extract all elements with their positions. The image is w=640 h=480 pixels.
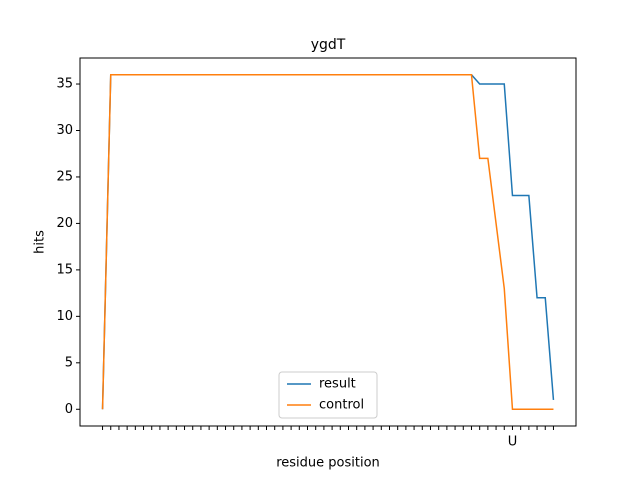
y-tick-label: 0 [65, 402, 73, 417]
y-tick-label: 15 [56, 262, 73, 277]
legend-label: result [319, 377, 356, 392]
y-tick-label: 35 [56, 77, 73, 92]
y-tick-label: 30 [56, 123, 73, 138]
legend-label: control [319, 398, 364, 413]
plot-frame [79, 57, 577, 427]
x-axis-label: residue position [276, 456, 380, 471]
y-axis-label: hits [33, 230, 48, 254]
y-tick-label: 25 [56, 169, 73, 184]
line-series [101, 73, 554, 411]
x-tick-label: U [508, 435, 518, 450]
y-tick-label: 20 [56, 216, 73, 231]
chart-title: ygdT [311, 37, 346, 53]
y-tick-label: 5 [65, 355, 73, 370]
y-tick-label: 10 [56, 309, 73, 324]
